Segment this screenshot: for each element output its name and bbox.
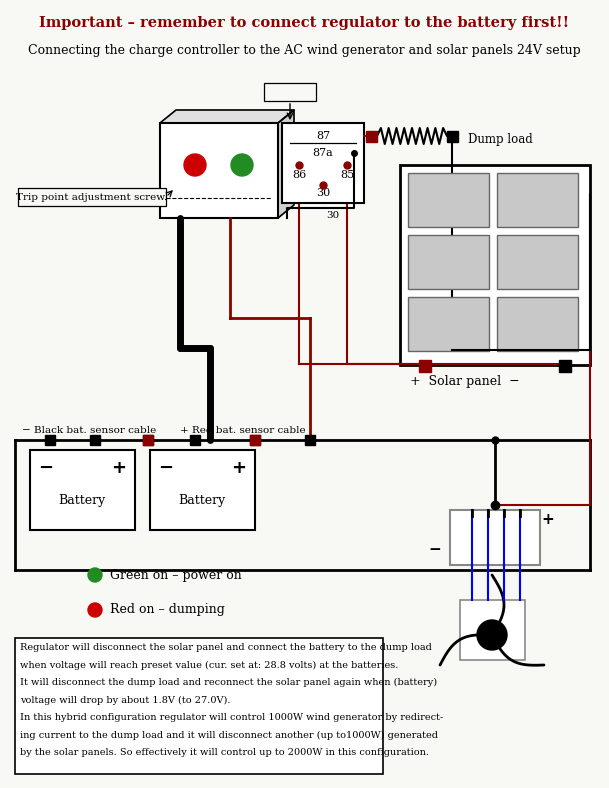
Text: −: −: [158, 459, 174, 477]
Bar: [143, 435, 153, 445]
Text: when voltage will reach preset value (cur. set at: 28.8 volts) at the batteries.: when voltage will reach preset value (cu…: [20, 660, 398, 670]
Bar: [30, 450, 135, 530]
Text: +: +: [231, 459, 247, 477]
Circle shape: [184, 154, 206, 176]
Text: Green on – power on: Green on – power on: [110, 568, 242, 582]
Text: Red on – dumping: Red on – dumping: [110, 604, 225, 616]
Text: ing current to the dump load and it will disconnect another (up to1000W) generat: ing current to the dump load and it will…: [20, 730, 438, 740]
Bar: [282, 123, 364, 203]
Bar: [408, 173, 489, 227]
Text: Important – remember to connect regulator to the battery first!!: Important – remember to connect regulato…: [39, 16, 569, 30]
Bar: [497, 235, 578, 289]
Bar: [18, 188, 166, 206]
Text: It will disconnect the dump load and reconnect the solar panel again when (batte: It will disconnect the dump load and rec…: [20, 678, 437, 687]
Text: +  Solar panel  −: + Solar panel −: [410, 375, 519, 388]
Circle shape: [88, 603, 102, 617]
Bar: [497, 297, 578, 351]
Bar: [460, 600, 525, 660]
Bar: [450, 510, 540, 565]
Text: − Black bat. sensor cable: − Black bat. sensor cable: [22, 426, 157, 435]
Text: 87a: 87a: [312, 148, 333, 158]
Text: Regulator will disconnect the solar panel and connect the battery to the dump lo: Regulator will disconnect the solar pane…: [20, 643, 432, 652]
Text: Dump load: Dump load: [468, 133, 532, 146]
Polygon shape: [278, 110, 294, 218]
Bar: [559, 360, 571, 372]
Bar: [305, 435, 315, 445]
Bar: [264, 83, 316, 101]
Bar: [366, 131, 377, 142]
Bar: [190, 435, 200, 445]
Circle shape: [231, 154, 253, 176]
Text: Relay: Relay: [275, 87, 306, 97]
Bar: [497, 173, 578, 227]
Text: 86: 86: [292, 170, 306, 180]
Circle shape: [477, 620, 507, 650]
Text: 30: 30: [316, 188, 330, 198]
Bar: [143, 435, 153, 445]
Bar: [160, 123, 278, 218]
Bar: [15, 638, 383, 774]
Text: −: −: [38, 459, 54, 477]
Text: +: +: [111, 459, 127, 477]
Text: by the solar panels. So effectively it will control up to 2000W in this configur: by the solar panels. So effectively it w…: [20, 748, 429, 757]
Text: +S: +S: [282, 127, 297, 136]
Bar: [45, 435, 55, 445]
Bar: [150, 450, 255, 530]
Polygon shape: [160, 110, 294, 123]
Text: 85: 85: [340, 170, 354, 180]
Text: + Red bat. sensor cable: + Red bat. sensor cable: [180, 426, 306, 435]
Text: Connecting the charge controller to the AC wind generator and solar panels 24V s: Connecting the charge controller to the …: [27, 44, 580, 57]
Text: In this hybrid configuration regulator will control 1000W wind generator by redi: In this hybrid configuration regulator w…: [20, 713, 443, 722]
Bar: [408, 235, 489, 289]
Bar: [419, 360, 431, 372]
Bar: [400, 165, 590, 365]
Bar: [447, 131, 458, 142]
Bar: [408, 297, 489, 351]
Text: Battery: Battery: [178, 493, 225, 507]
Text: 87: 87: [316, 131, 330, 141]
Text: Battery: Battery: [58, 493, 105, 507]
Text: 30: 30: [326, 211, 339, 220]
Text: +: +: [541, 512, 554, 527]
Bar: [250, 435, 260, 445]
Text: −: −: [429, 542, 442, 557]
Bar: [90, 435, 100, 445]
Text: voltage will drop by about 1.8V (to 27.0V).: voltage will drop by about 1.8V (to 27.0…: [20, 696, 230, 704]
Circle shape: [88, 568, 102, 582]
Bar: [250, 435, 260, 445]
Text: Trip point adjustment screw.: Trip point adjustment screw.: [16, 192, 167, 202]
